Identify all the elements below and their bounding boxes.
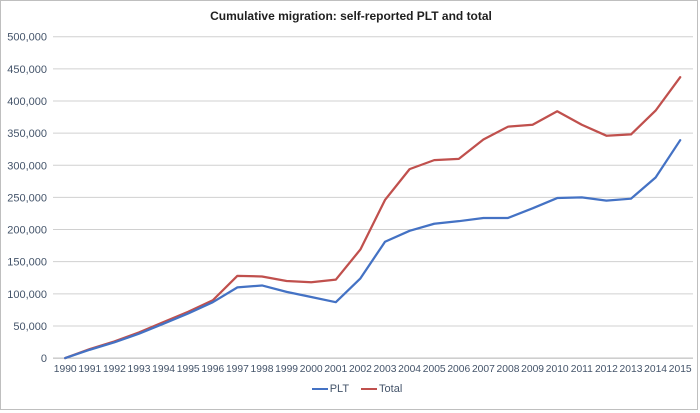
svg-text:50,000: 50,000 (13, 321, 47, 333)
svg-text:2007: 2007 (472, 364, 495, 375)
svg-text:200,000: 200,000 (7, 225, 47, 237)
svg-text:300,000: 300,000 (7, 160, 47, 172)
svg-text:2001: 2001 (324, 364, 347, 375)
svg-text:400,000: 400,000 (7, 96, 47, 108)
svg-text:1998: 1998 (251, 364, 274, 375)
svg-text:1996: 1996 (201, 364, 224, 375)
svg-text:100,000: 100,000 (7, 289, 47, 301)
svg-text:2000: 2000 (300, 364, 323, 375)
svg-text:1999: 1999 (275, 364, 298, 375)
svg-text:1993: 1993 (128, 364, 151, 375)
svg-text:450,000: 450,000 (7, 64, 47, 76)
svg-text:1994: 1994 (152, 364, 175, 375)
svg-text:2011: 2011 (571, 364, 593, 375)
svg-text:2003: 2003 (374, 364, 397, 375)
svg-text:2009: 2009 (521, 364, 544, 375)
svg-text:500,000: 500,000 (7, 32, 47, 44)
svg-text:2015: 2015 (669, 364, 692, 375)
svg-text:2012: 2012 (595, 364, 618, 375)
svg-text:2005: 2005 (423, 364, 446, 375)
svg-text:2002: 2002 (349, 364, 372, 375)
svg-text:150,000: 150,000 (7, 257, 47, 269)
svg-text:2010: 2010 (546, 364, 569, 375)
svg-text:1990: 1990 (54, 364, 77, 375)
svg-text:2013: 2013 (620, 364, 643, 375)
svg-text:2008: 2008 (497, 364, 520, 375)
svg-text:2014: 2014 (644, 364, 667, 375)
svg-text:0: 0 (41, 353, 47, 365)
svg-text:2004: 2004 (398, 364, 421, 375)
svg-text:350,000: 350,000 (7, 128, 47, 140)
svg-text:1991: 1991 (78, 364, 101, 375)
svg-text:1995: 1995 (177, 364, 200, 375)
svg-text:250,000: 250,000 (7, 192, 47, 204)
svg-text:1997: 1997 (226, 364, 249, 375)
svg-text:2006: 2006 (447, 364, 470, 375)
svg-text:1992: 1992 (103, 364, 126, 375)
